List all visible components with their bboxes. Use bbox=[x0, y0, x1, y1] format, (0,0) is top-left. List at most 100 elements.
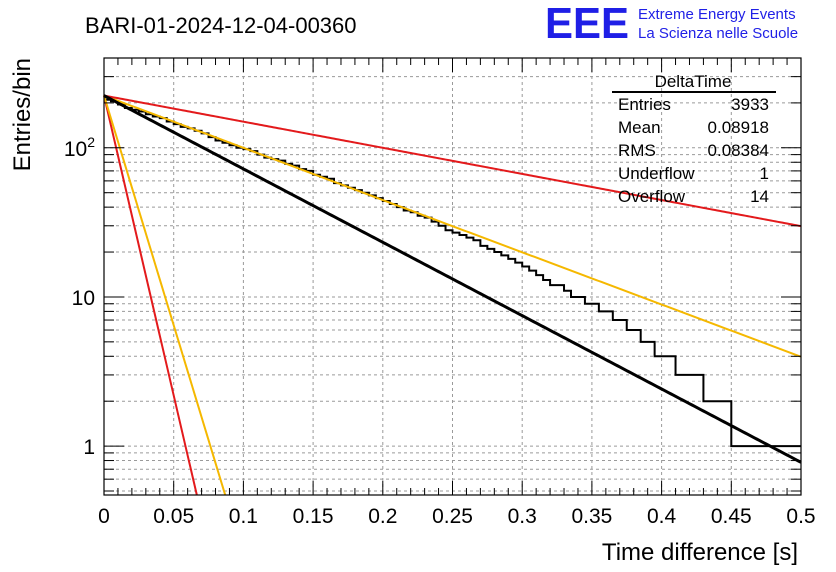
histogram-bin bbox=[480, 246, 487, 495]
stats-label: RMS bbox=[618, 141, 656, 160]
histogram-bin bbox=[683, 375, 690, 495]
histogram-bin bbox=[550, 285, 557, 495]
histogram-bin bbox=[453, 233, 460, 495]
fit-line-group bbox=[103, 94, 802, 464]
histogram-bin bbox=[627, 330, 634, 495]
histogram-bin bbox=[313, 175, 320, 495]
histogram-bin bbox=[432, 222, 439, 495]
histogram-bin bbox=[529, 271, 536, 495]
eee-logo: EEE Extreme Energy Events La Scienza nel… bbox=[545, 0, 798, 48]
histogram-bin bbox=[494, 252, 501, 495]
histogram-bin bbox=[473, 240, 480, 495]
stats-label: Entries bbox=[618, 95, 671, 114]
histogram-bin bbox=[257, 155, 264, 495]
reference-line-red-steep bbox=[103, 95, 198, 496]
histogram-bin bbox=[794, 446, 801, 495]
x-tick-label: 0.2 bbox=[368, 505, 397, 528]
stats-value: 0.08918 bbox=[708, 118, 769, 137]
histogram-bin bbox=[738, 446, 745, 495]
histogram-bin bbox=[466, 238, 473, 495]
histogram-bin bbox=[634, 330, 641, 495]
histogram-bin bbox=[606, 311, 613, 495]
histogram-bin bbox=[759, 446, 766, 495]
histogram-bin bbox=[676, 375, 683, 495]
histogram-bin bbox=[536, 275, 543, 495]
y-axis-label: Entries/bin bbox=[9, 58, 36, 171]
histogram-bin bbox=[641, 342, 648, 495]
histogram-bin bbox=[773, 446, 780, 495]
histogram-bin bbox=[717, 401, 724, 495]
reference-line-yellow-steep bbox=[103, 95, 227, 496]
histogram-bin bbox=[655, 356, 662, 495]
stats-value: 14 bbox=[750, 187, 769, 206]
histogram-bin bbox=[745, 446, 752, 495]
histogram-bin bbox=[285, 164, 292, 495]
histogram-bin bbox=[278, 161, 285, 495]
y-tick-label: 102 bbox=[64, 134, 95, 161]
x-tick-label: 0.1 bbox=[229, 505, 258, 528]
histogram-bin bbox=[320, 177, 327, 495]
x-tick-label: 0.15 bbox=[293, 505, 334, 528]
histogram-bin bbox=[592, 304, 599, 495]
y-axis: 1 10 102 bbox=[64, 57, 801, 492]
y-tick-label: 10 bbox=[72, 287, 95, 310]
histogram-bin bbox=[648, 342, 655, 495]
stats-label: Overflow bbox=[618, 187, 686, 206]
histogram-bin bbox=[696, 375, 703, 495]
grid-lines bbox=[104, 57, 801, 495]
histogram-bin bbox=[731, 446, 738, 495]
y-tick-label: 1 bbox=[83, 436, 95, 459]
histogram-bin bbox=[271, 159, 278, 495]
histogram-bin bbox=[557, 285, 564, 495]
histogram-bin bbox=[160, 118, 167, 495]
chart-title: BARI-01-2024-12-04-00360 bbox=[85, 13, 357, 38]
histogram-bin bbox=[585, 304, 592, 495]
histogram-bin bbox=[787, 446, 794, 495]
histogram-bin bbox=[543, 280, 550, 495]
histogram-bin bbox=[236, 148, 243, 495]
histogram-bin bbox=[341, 185, 348, 495]
histogram-bin bbox=[174, 124, 181, 495]
stats-value: 3933 bbox=[731, 95, 769, 114]
histogram-bin bbox=[222, 143, 229, 495]
histogram-bin bbox=[571, 297, 578, 495]
histogram-bin bbox=[564, 291, 571, 495]
stats-box-title: DeltaTime bbox=[655, 72, 732, 91]
x-tick-label: 0.35 bbox=[571, 505, 612, 528]
histogram-bin bbox=[250, 151, 257, 495]
histogram-bin bbox=[439, 226, 446, 495]
x-tick-label: 0.5 bbox=[786, 505, 815, 528]
eee-logo-mark: EEE bbox=[545, 0, 629, 48]
histogram-bin bbox=[459, 235, 466, 495]
histogram-bin bbox=[724, 401, 731, 495]
histogram-bin bbox=[752, 446, 759, 495]
fit-line bbox=[103, 94, 802, 464]
x-tick-label: 0.05 bbox=[153, 505, 194, 528]
stats-label: Mean bbox=[618, 118, 661, 137]
histogram-bin bbox=[599, 311, 606, 495]
histogram-bin bbox=[243, 149, 250, 495]
x-tick-label: 0.3 bbox=[508, 505, 537, 528]
stats-value: 0.08384 bbox=[708, 141, 769, 160]
histogram-bin bbox=[662, 356, 669, 495]
histogram-bin bbox=[111, 101, 118, 495]
reference-lines bbox=[103, 94, 802, 496]
histogram-bin bbox=[355, 190, 362, 495]
histogram-bin bbox=[202, 133, 209, 495]
histogram-bin bbox=[264, 158, 271, 495]
histogram-bin bbox=[446, 230, 453, 495]
histogram-bin bbox=[669, 356, 676, 495]
histogram-bin bbox=[508, 259, 515, 495]
histogram-bin bbox=[362, 193, 369, 495]
x-tick-label: 0.45 bbox=[711, 505, 752, 528]
histogram-bin bbox=[334, 183, 341, 495]
stats-value: 1 bbox=[760, 164, 769, 183]
logo-line-2: La Scienza nelle Scuole bbox=[638, 25, 798, 42]
histogram-bin bbox=[195, 131, 202, 495]
logo-line-1: Extreme Energy Events bbox=[638, 6, 796, 23]
reference-line-yellow-shallow bbox=[103, 94, 802, 358]
x-axis: 0 0.05 0.1 0.15 0.2 0.25 0.3 0.35 0.4 0.45 0.5 bbox=[98, 58, 816, 528]
histogram-bin bbox=[487, 249, 494, 495]
histogram-bin bbox=[578, 297, 585, 495]
